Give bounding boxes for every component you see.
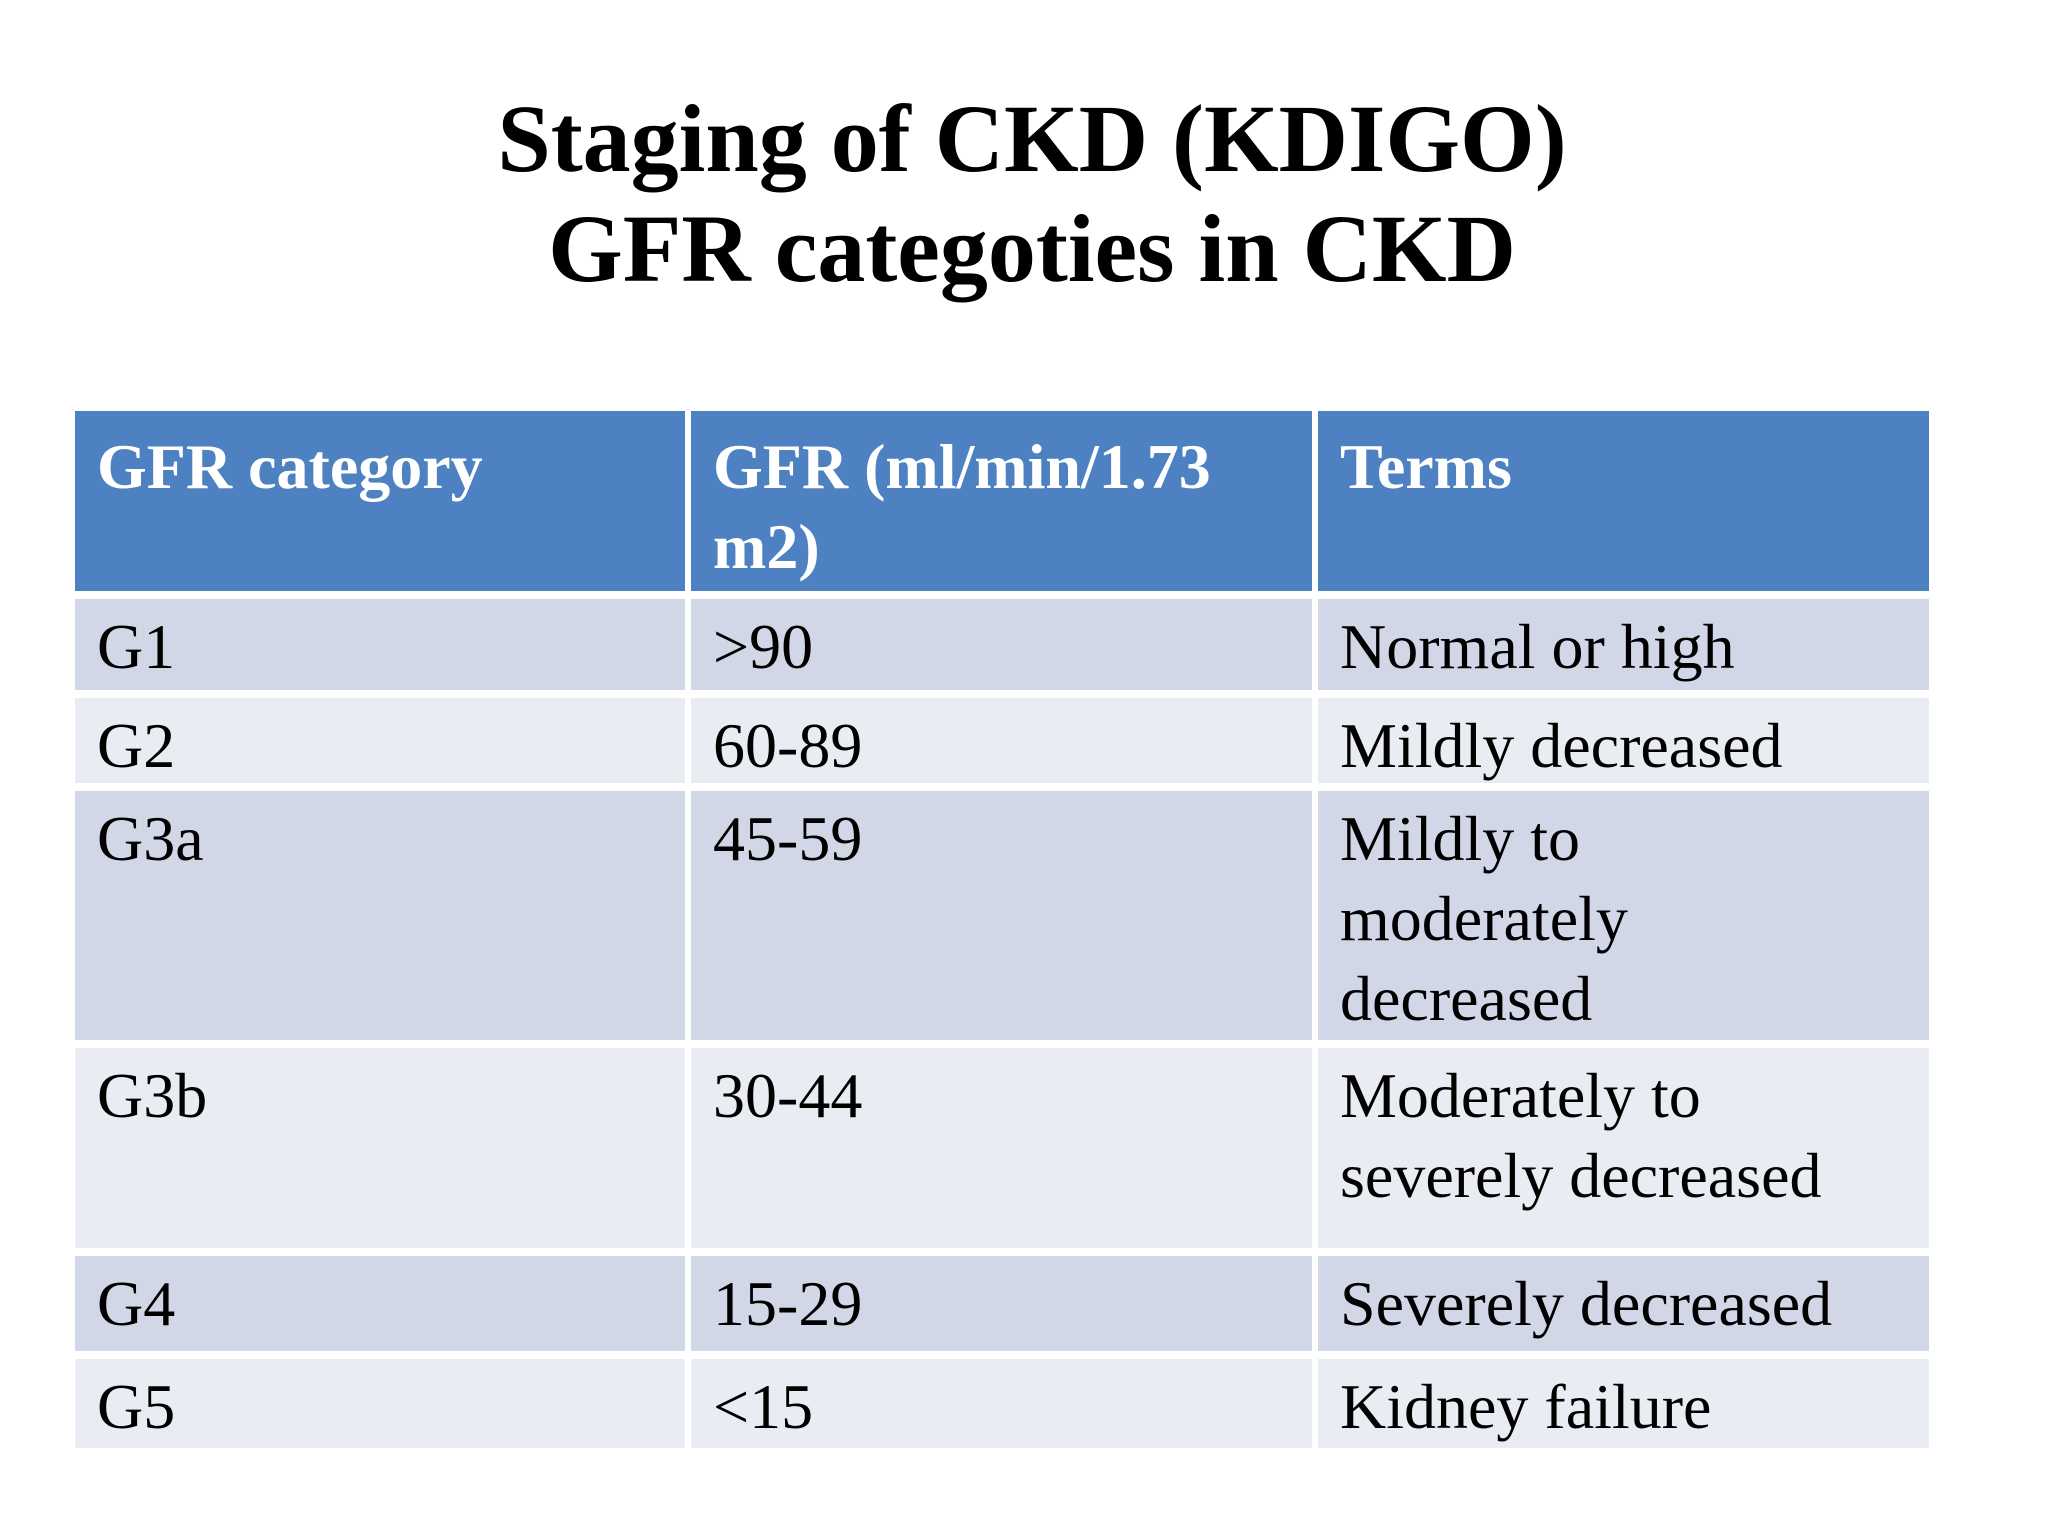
cell-g3b-gfr: 30-44 (691, 1048, 1312, 1248)
cell-g5-category: G5 (75, 1359, 685, 1448)
cell-g5-gfr: <15 (691, 1359, 1312, 1448)
cell-g2-category: G2 (75, 698, 685, 783)
cell-g3a-terms: Mildly to moderately decreased (1318, 791, 1929, 1040)
cell-g4-gfr: 15-29 (691, 1256, 1312, 1351)
cell-g1-terms: Normal or high (1318, 599, 1929, 690)
cell-g3b-category: G3b (75, 1048, 685, 1248)
slide-title-line1: Staging of CKD (KDIGO) (497, 85, 1567, 192)
cell-g3a-category: G3a (75, 791, 685, 1040)
header-cell-gfr-range: GFR (ml/min/1.73 m2) (691, 411, 1312, 591)
cell-g1-category: G1 (75, 599, 685, 690)
cell-g4-category: G4 (75, 1256, 685, 1351)
cell-g2-terms: Mildly decreased (1318, 698, 1929, 783)
cell-g3b-terms: Moderately to severely decreased (1318, 1048, 1929, 1248)
cell-g4-terms: Severely decreased (1318, 1256, 1929, 1351)
cell-g3a-gfr: 45-59 (691, 791, 1312, 1040)
cell-g2-gfr: 60-89 (691, 698, 1312, 783)
slide-title-line2: GFR categoties in CKD (548, 195, 1516, 302)
slide-title: Staging of CKD (KDIGO) GFR categoties in… (0, 84, 2048, 304)
cell-g1-gfr: >90 (691, 599, 1312, 690)
gfr-staging-table: GFR category GFR (ml/min/1.73 m2) Terms … (75, 411, 1929, 1448)
header-cell-terms: Terms (1318, 411, 1929, 591)
cell-g5-terms: Kidney failure (1318, 1359, 1929, 1448)
header-cell-gfr-category: GFR category (75, 411, 685, 591)
